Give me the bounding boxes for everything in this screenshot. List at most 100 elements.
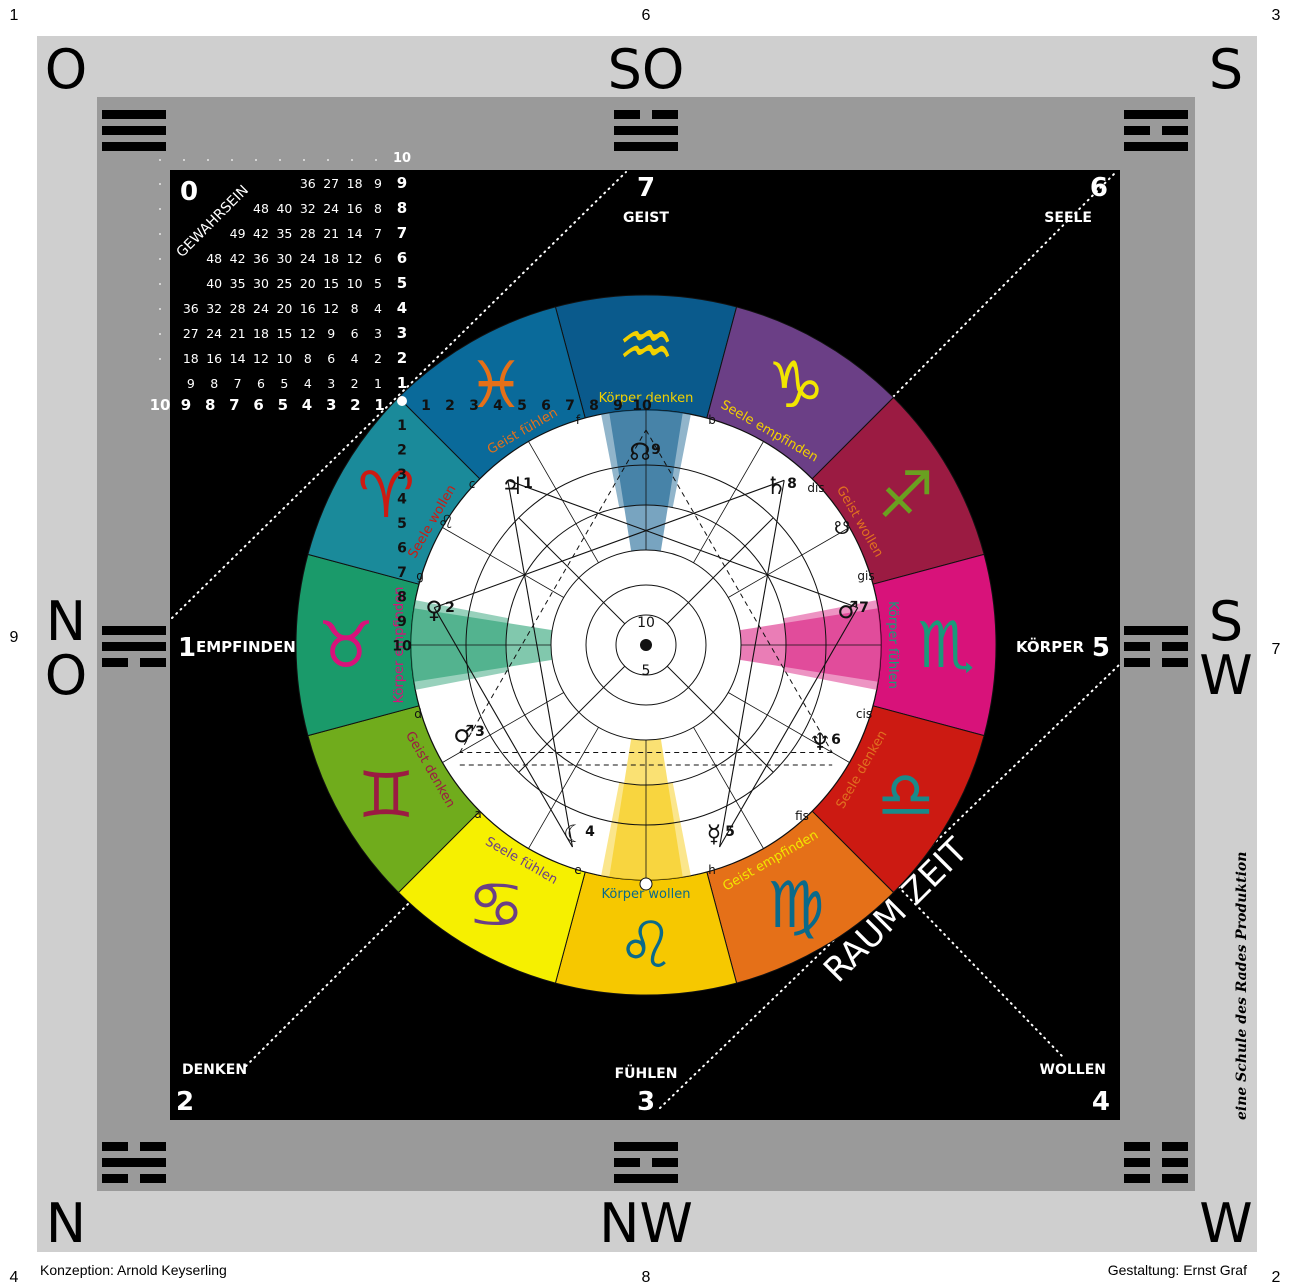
trigram-thunder-icon (1124, 626, 1188, 667)
table-cell: 8 (374, 201, 382, 216)
table-cell: 35 (276, 226, 292, 241)
zodiac-glyph-icon: ♑ (767, 349, 824, 423)
radial-line (528, 727, 599, 849)
table-cell: 9 (187, 376, 195, 391)
empfinden-number: 1 (178, 633, 196, 663)
table-cell: 4 (351, 351, 359, 366)
cross-line (518, 665, 626, 773)
planet-number: 8 (787, 476, 797, 492)
wollen-number: 4 (1092, 1087, 1110, 1117)
table-dot (159, 308, 161, 310)
corner-num-top-left: 1 (10, 7, 19, 24)
table-cell: 20 (300, 276, 316, 291)
table-dot (351, 159, 353, 161)
table-cell: 42 (253, 226, 269, 241)
note-label: f (576, 413, 581, 427)
compass-left-2: O (45, 644, 88, 707)
table-dot (183, 159, 185, 161)
table-right-label: 4 (397, 299, 407, 317)
wheel-count-left: 2 (397, 443, 407, 459)
table-cell: 28 (230, 301, 246, 316)
bottom-marker (639, 877, 653, 891)
table-cell: 32 (300, 201, 316, 216)
table-cell: 27 (183, 326, 199, 341)
table-cell: 42 (230, 251, 246, 266)
zodiac-label: Körper denken (599, 391, 694, 406)
table-cell: 7 (374, 226, 382, 241)
note-label: cis (856, 707, 872, 721)
table-right-label: 5 (397, 274, 407, 292)
trigram-fire-icon (1124, 110, 1188, 151)
radial-line (442, 527, 564, 598)
table-right-label: 6 (397, 249, 407, 267)
table-cell: 20 (276, 301, 292, 316)
planet-glyph-icon: ♄ (765, 472, 787, 500)
table-bottom-label: 10 (150, 396, 171, 414)
wheel-count-top: 2 (445, 398, 455, 414)
trigram-earth-icon (1124, 1142, 1188, 1183)
table-cell: 21 (323, 226, 339, 241)
table-bottom-label: 9 (181, 396, 191, 414)
star-line (507, 480, 574, 848)
trigram-heaven-icon (102, 110, 166, 151)
table-dot (279, 159, 281, 161)
triangle-line (645, 429, 833, 753)
table-dot (159, 358, 161, 360)
table-dot (327, 159, 329, 161)
table-cell: 36 (183, 301, 199, 316)
zodiac-glyph-icon: ♓ (467, 349, 524, 423)
table-cell: 4 (304, 376, 312, 391)
table-cell: 1 (374, 376, 382, 391)
table-cell: 6 (327, 351, 335, 366)
zodiac-wheel: ♒Körper denken ♑Seele empfinden♐Geist wol… (295, 294, 997, 996)
table-cell: 18 (347, 176, 363, 191)
wheel-count-top: 7 (565, 398, 575, 414)
zodiac-glyph-icon: ♍ (767, 869, 824, 943)
table-dot (303, 159, 305, 161)
table-right-label: 9 (397, 174, 407, 192)
center-dot (640, 639, 652, 651)
table-cell: 24 (206, 326, 222, 341)
table-cell: 18 (253, 326, 269, 341)
table-cell: 30 (253, 276, 269, 291)
center-top-label: 10 (637, 615, 655, 631)
fuehlen-label: FÜHLEN (615, 1064, 678, 1082)
note-label: d (414, 707, 422, 721)
zodiac-glyph-icon: ♎ (877, 759, 934, 833)
table-cell: 27 (323, 176, 339, 191)
table-cell: 40 (206, 276, 222, 291)
table-dot (159, 283, 161, 285)
table-cell: 10 (347, 276, 363, 291)
wollen-label: WOLLEN (1040, 1062, 1106, 1078)
planet-number: 3 (475, 724, 485, 740)
planet-number: 1 (523, 476, 533, 492)
note-label: fis (795, 809, 809, 823)
zodiac-glyph-icon: ♌ (617, 909, 674, 983)
zero-label: 0 (180, 177, 198, 207)
corner-num-bottom-right: 2 (1272, 1269, 1281, 1286)
zodiac-label: Körper wollen (602, 887, 691, 902)
table-dot (159, 183, 161, 185)
table-cell: 3 (327, 376, 335, 391)
wheel-count-top: 5 (517, 398, 527, 414)
zodiac-glyph-icon: ♈ (358, 459, 415, 533)
table-cell: 9 (374, 176, 382, 191)
trigram-lake-icon (614, 110, 678, 151)
wheel-count-top: 6 (541, 398, 551, 414)
compass-bottom-center: NW (599, 1192, 693, 1255)
planet-glyph-icon: ☾ (563, 820, 585, 848)
wheel-count-top: 4 (493, 398, 503, 414)
note-label: dis (807, 481, 824, 495)
star-line (507, 479, 858, 609)
table-cell: 49 (230, 226, 246, 241)
corner-num-bottom-center: 8 (642, 1269, 651, 1286)
geist-number: 7 (637, 173, 655, 203)
table-bottom-label: 3 (326, 396, 336, 414)
table-dot (375, 159, 377, 161)
compass-top-left: O (45, 38, 88, 101)
wheel-count-top: 3 (469, 398, 479, 414)
empfinden-label: EMPFINDEN (196, 638, 296, 656)
planet-glyph-icon: ♃ (501, 472, 523, 500)
table-cell: 12 (253, 351, 269, 366)
